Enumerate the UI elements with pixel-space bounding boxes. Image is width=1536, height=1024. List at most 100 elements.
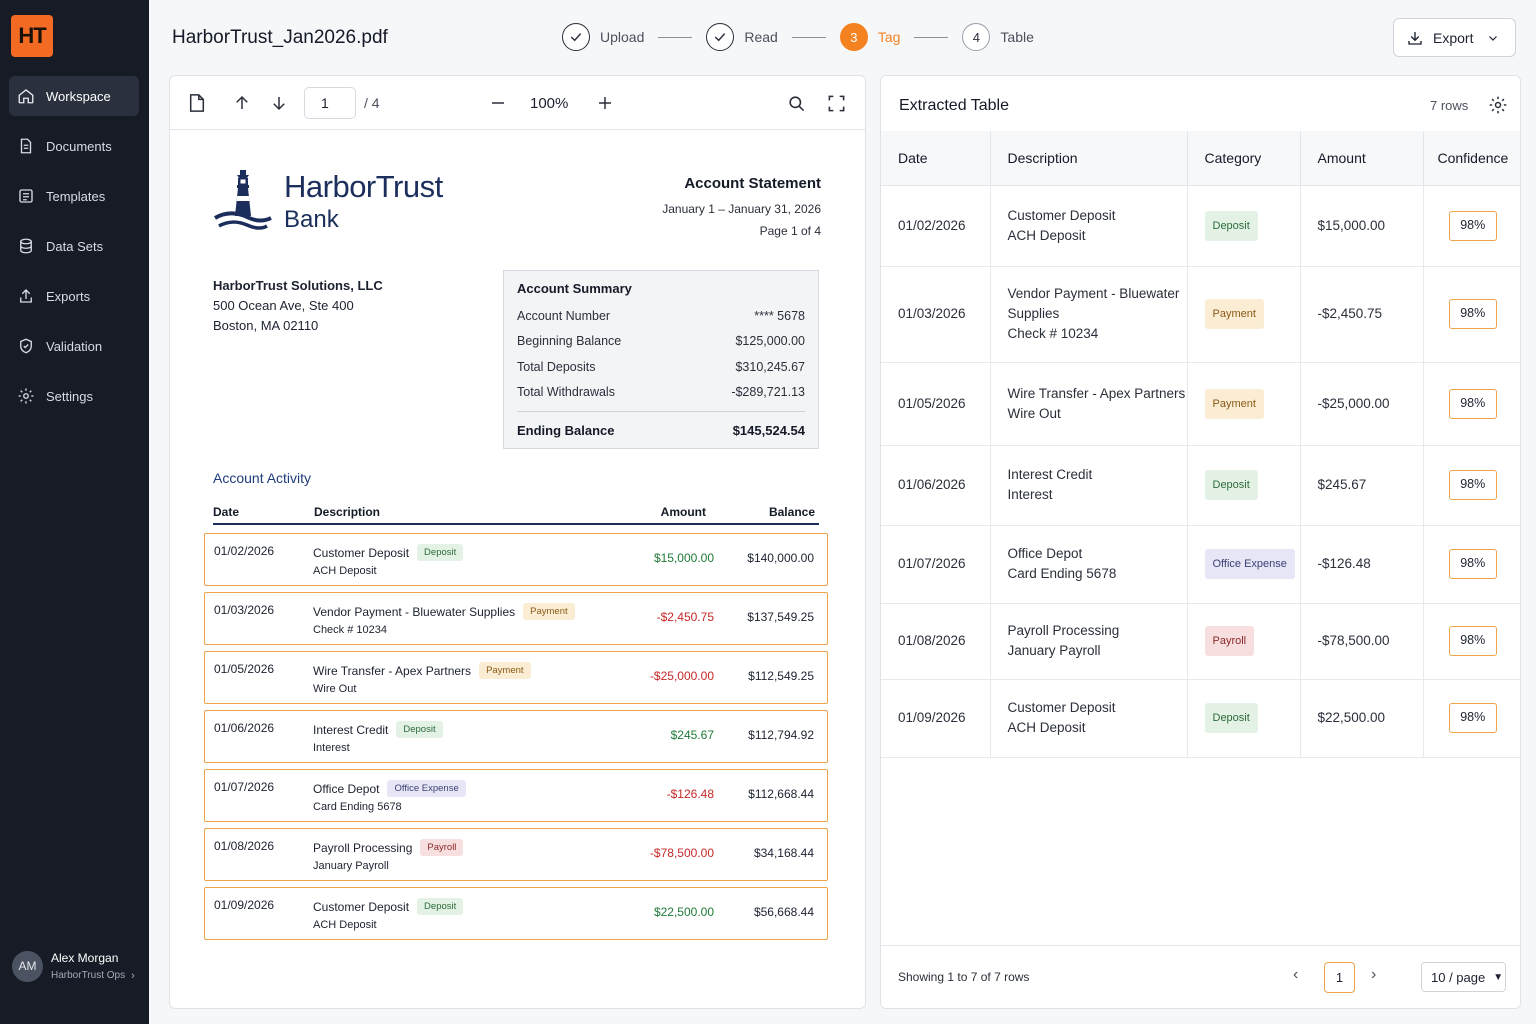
category-tag[interactable]: Office Expense [387, 780, 466, 797]
table-row[interactable]: 01/08/2026 Payroll Processing January Payr… [881, 603, 1520, 680]
zoom-in-icon[interactable] [595, 93, 615, 113]
table-row[interactable]: 01/02/2026 Customer Deposit ACH Deposit Dep… [881, 185, 1520, 267]
cell-date[interactable]: 01/08/2026 [881, 603, 991, 680]
cell-category[interactable]: Deposit [1187, 185, 1301, 267]
category-tag[interactable]: Deposit [1204, 470, 1258, 500]
cell-date[interactable]: 01/09/2026 [881, 679, 991, 758]
cell-amount[interactable]: -$126.48 [1300, 525, 1424, 604]
category-tag[interactable]: Deposit [396, 721, 443, 738]
cell-description[interactable]: Customer Deposit ACH Deposit [990, 185, 1188, 267]
page-icon[interactable] [187, 93, 207, 113]
category-tag[interactable]: Deposit [417, 898, 464, 915]
cell-description[interactable]: Office Depot Card Ending 5678 [990, 525, 1188, 604]
cell-date[interactable]: 01/03/2026 [881, 266, 991, 363]
chevron-right-icon[interactable]: › [1371, 966, 1377, 983]
activity-row[interactable]: 01/07/2026 Office Depot Office Expense Card… [204, 769, 828, 822]
cell-date[interactable]: 01/05/2026 [881, 362, 991, 446]
page-number-input[interactable] [304, 87, 356, 119]
search-icon[interactable] [786, 93, 806, 113]
cell-category[interactable]: Office Expense [1187, 525, 1301, 604]
table-row[interactable]: 01/07/2026 Office Depot Card Ending 5678 Of… [881, 525, 1520, 604]
document-filename: HarborTrust_Jan2026.pdf [172, 27, 388, 48]
table-row[interactable]: 01/09/2026 Customer Deposit ACH Deposit Dep… [881, 679, 1520, 758]
per-page-select[interactable]: 10 / page ▼ [1421, 962, 1506, 992]
cell-category[interactable]: Payment [1187, 266, 1301, 363]
sidebar-item-documents[interactable]: Documents [9, 126, 139, 166]
app-logo[interactable]: HT [11, 15, 53, 57]
cell-amount[interactable]: $22,500.00 [1300, 679, 1424, 758]
cell-amount[interactable]: -$2,450.75 [1300, 266, 1424, 363]
category-tag[interactable]: Office Expense [1204, 549, 1295, 579]
column-header-amount[interactable]: Amount [1300, 131, 1424, 186]
category-tag[interactable]: Payment [1204, 388, 1264, 419]
category-tag[interactable]: Deposit [417, 544, 464, 561]
confidence-badge[interactable]: 98% [1448, 388, 1497, 419]
cell-category[interactable]: Deposit [1187, 445, 1301, 526]
pagination-current-page[interactable]: 1 [1324, 962, 1355, 993]
cell-category[interactable]: Payment [1187, 362, 1301, 446]
category-tag[interactable]: Payment [523, 603, 575, 620]
confidence-badge[interactable]: 98% [1448, 703, 1497, 733]
cell-amount[interactable]: -$25,000.00 [1300, 362, 1424, 446]
category-tag[interactable]: Payroll [1204, 626, 1255, 656]
cell-date[interactable]: 01/07/2026 [881, 525, 991, 604]
category-tag[interactable]: Deposit [1204, 703, 1258, 733]
step-upload[interactable]: Upload [562, 23, 644, 51]
chevron-left-icon[interactable]: ‹ [1293, 966, 1299, 983]
cell-description[interactable]: Payroll Processing January Payroll [990, 603, 1188, 680]
column-header-description[interactable]: Description [990, 131, 1188, 186]
activity-row[interactable]: 01/03/2026 Vendor Payment - Bluewater Sup… [204, 592, 828, 645]
cell-category[interactable]: Deposit [1187, 679, 1301, 758]
zoom-out-icon[interactable] [488, 93, 508, 113]
category-tag[interactable]: Payroll [420, 839, 464, 856]
cell-description[interactable]: Vendor Payment - Bluewater Supplies Check … [990, 266, 1188, 363]
step-read[interactable]: Read [706, 23, 778, 51]
step-tag[interactable]: 3 Tag [839, 23, 900, 51]
cell-description[interactable]: Customer Deposit ACH Deposit [990, 679, 1188, 758]
sidebar-item-label: Documents [46, 138, 112, 154]
confidence-badge[interactable]: 98% [1448, 470, 1497, 500]
column-header-date[interactable]: Date [881, 131, 991, 186]
cell-date[interactable]: 01/06/2026 [881, 445, 991, 526]
table-row[interactable]: 01/06/2026 Interest Credit Interest Deposit… [881, 445, 1520, 526]
sidebar-item-settings[interactable]: Settings [9, 376, 139, 416]
table-row[interactable]: 01/03/2026 Vendor Payment - Bluewater Supp… [881, 266, 1520, 363]
cell-description[interactable]: Interest Credit Interest [990, 445, 1188, 526]
sidebar-item-workspace[interactable]: Workspace [9, 76, 139, 116]
cell-amount[interactable]: $15,000.00 [1300, 185, 1424, 267]
confidence-badge[interactable]: 98% [1448, 626, 1497, 656]
activity-row[interactable]: 01/05/2026 Wire Transfer - Apex Partners P… [204, 651, 828, 704]
sidebar-item-templates[interactable]: Templates [9, 176, 139, 216]
arrow-down-icon[interactable] [269, 93, 289, 113]
activity-row[interactable]: 01/06/2026 Interest Credit Deposit Interest… [204, 710, 828, 763]
table-row[interactable]: 01/05/2026 Wire Transfer - Apex Partners W… [881, 362, 1520, 446]
confidence-badge[interactable]: 98% [1448, 299, 1497, 329]
arrow-up-icon[interactable] [232, 93, 252, 113]
category-tag[interactable]: Payment [479, 662, 531, 679]
summary-value: **** 5678 [754, 308, 805, 323]
category-tag[interactable]: Payment [1204, 299, 1264, 329]
check-icon [562, 23, 590, 51]
confidence-badge[interactable]: 98% [1448, 549, 1497, 579]
activity-row[interactable]: 01/09/2026 Customer Deposit Deposit ACH Dep… [204, 887, 828, 940]
cell-amount[interactable]: -$78,500.00 [1300, 603, 1424, 680]
sidebar-item-data-sets[interactable]: Data Sets [9, 226, 139, 266]
sidebar-item-validation[interactable]: Validation [9, 326, 139, 366]
activity-row[interactable]: 01/02/2026 Customer Deposit Deposit ACH Dep… [204, 533, 828, 586]
cell-date[interactable]: 01/02/2026 [881, 185, 991, 267]
export-button[interactable]: Export [1393, 18, 1516, 57]
activity-row[interactable]: 01/08/2026 Payroll Processing Payroll Janua… [204, 828, 828, 881]
cell-amount[interactable]: $245.67 [1300, 445, 1424, 526]
confidence-badge[interactable]: 98% [1448, 210, 1497, 241]
column-header-confidence[interactable]: Confidence [1423, 131, 1520, 186]
gear-icon[interactable] [1488, 95, 1508, 115]
sidebar-item-exports[interactable]: Exports [9, 276, 139, 316]
column-header-category[interactable]: Category [1187, 131, 1301, 186]
fullscreen-icon[interactable] [826, 93, 846, 113]
step-table[interactable]: 4 Table [962, 23, 1034, 51]
step-connector [658, 36, 693, 38]
cell-category[interactable]: Payroll [1187, 603, 1301, 680]
cell-description[interactable]: Wire Transfer - Apex Partners Wire Out [990, 362, 1188, 446]
user-menu[interactable]: AM Alex Morgan HarborTrust Ops › [12, 944, 142, 988]
category-tag[interactable]: Deposit [1204, 210, 1258, 241]
